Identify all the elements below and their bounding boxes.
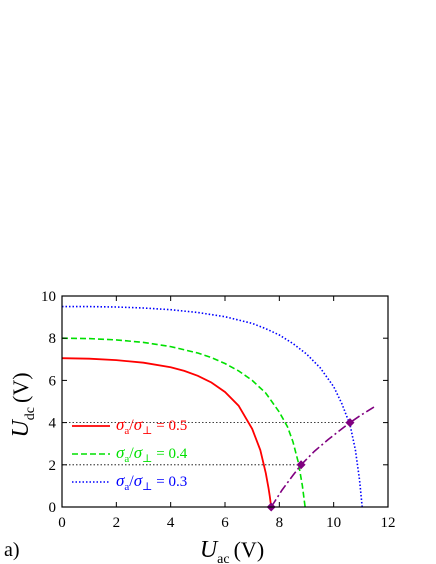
x-tick-label: 0 <box>58 515 66 531</box>
panel-label: a) <box>4 539 20 561</box>
legend-label-1: σa/σ⊥ = 0.4 <box>116 443 188 465</box>
x-axis-title: Uac (V) <box>200 537 264 564</box>
x-tick-label: 6 <box>221 515 229 531</box>
x-axis-unit: (V) <box>234 537 265 562</box>
x-tick-label: 8 <box>276 515 284 531</box>
series-line-1 <box>61 337 306 508</box>
diamond-marker-1 <box>296 460 306 470</box>
y-axis-title: Udc (V) <box>8 372 38 437</box>
y-axis-unit: (V) <box>8 372 33 403</box>
legend-label-2: σa/σ⊥ = 0.3 <box>116 471 187 493</box>
legend: σa/σ⊥ = 0.5 σa/σ⊥ = 0.4 σa/σ⊥ = 0.3 <box>72 415 188 493</box>
reference-lines <box>62 422 350 466</box>
x-axis-symbol: U <box>200 537 219 563</box>
y-tick-label: 0 <box>49 500 57 516</box>
ticks: 0 2 4 6 8 10 12 0 2 4 6 8 10 <box>41 289 396 531</box>
y-tick-label: 8 <box>49 331 57 347</box>
x-tick-label: 2 <box>113 515 121 531</box>
x-axis-subscript: ac <box>217 552 229 564</box>
x-tick-label: 12 <box>381 515 396 531</box>
y-tick-label: 6 <box>49 373 57 389</box>
series-line-0 <box>61 357 273 508</box>
x-tick-label: 4 <box>167 515 175 531</box>
y-tick-label: 10 <box>41 289 56 305</box>
plot-frame <box>61 295 389 508</box>
series-line-2 <box>62 305 363 508</box>
x-tick-label: 10 <box>326 515 341 531</box>
series-layer <box>61 305 375 508</box>
y-tick-label: 2 <box>49 458 57 474</box>
y-axis-symbol: U <box>8 419 34 438</box>
y-tick-label: 4 <box>49 416 57 432</box>
series-line-3 <box>270 406 375 508</box>
legend-label-0: σa/σ⊥ = 0.5 <box>116 415 187 437</box>
y-axis-subscript: dc <box>23 407 38 420</box>
diamond-marker-2 <box>345 418 355 428</box>
